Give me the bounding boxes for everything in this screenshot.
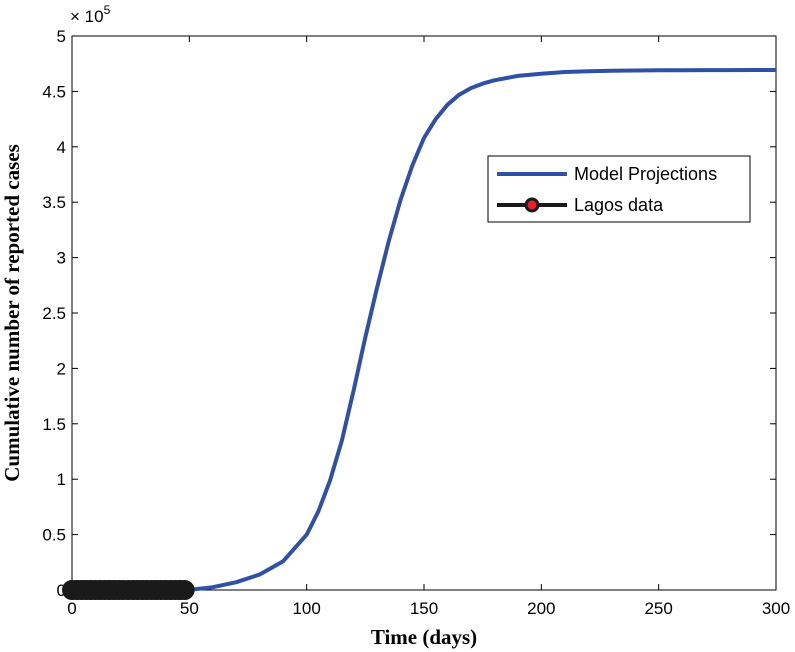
y-tick-label: 0 bbox=[57, 581, 66, 600]
x-tick-label: 300 bbox=[762, 599, 790, 618]
y-axis-ticks: 0 0.5 1 1.5 2 2.5 3 3.5 4 4.5 5 bbox=[42, 27, 776, 600]
y-multiplier: × 105 bbox=[70, 3, 111, 26]
y-tick-label: 3 bbox=[57, 249, 66, 268]
y-tick-label: 0.5 bbox=[42, 526, 66, 545]
series-model-projections-line bbox=[72, 68, 776, 592]
legend: Model Projections Lagos data bbox=[487, 155, 751, 223]
y-tick-label: 2.5 bbox=[42, 304, 66, 323]
series-layer bbox=[62, 68, 776, 600]
x-tick-label: 100 bbox=[292, 599, 320, 618]
x-tick-label: 150 bbox=[410, 599, 438, 618]
x-axis-title: Time (days) bbox=[371, 625, 477, 649]
y-tick-label: 2 bbox=[57, 359, 66, 378]
y-tick-label: 1 bbox=[57, 470, 66, 489]
x-axis-ticks: 0 50 100 150 200 250 300 bbox=[67, 36, 790, 618]
x-tick-label: 250 bbox=[644, 599, 672, 618]
axes-box bbox=[71, 35, 777, 591]
y-tick-label: 4.5 bbox=[42, 82, 66, 101]
x-tick-label: 0 bbox=[67, 599, 76, 618]
plot-area bbox=[71, 35, 777, 591]
y-tick-label: 3.5 bbox=[42, 193, 66, 212]
x-tick-label: 200 bbox=[527, 599, 555, 618]
y-tick-label: 1.5 bbox=[42, 415, 66, 434]
x-tick-label: 50 bbox=[180, 599, 199, 618]
legend-data-marker bbox=[524, 197, 540, 213]
legend-data-label: Lagos data bbox=[574, 195, 664, 215]
y-tick-label: 4 bbox=[57, 138, 66, 157]
legend-model-label: Model Projections bbox=[574, 164, 717, 184]
lagos-data-point bbox=[174, 580, 195, 600]
y-axis-title: Cumulative number of reported cases bbox=[0, 144, 24, 482]
y-tick-label: 5 bbox=[57, 27, 66, 46]
